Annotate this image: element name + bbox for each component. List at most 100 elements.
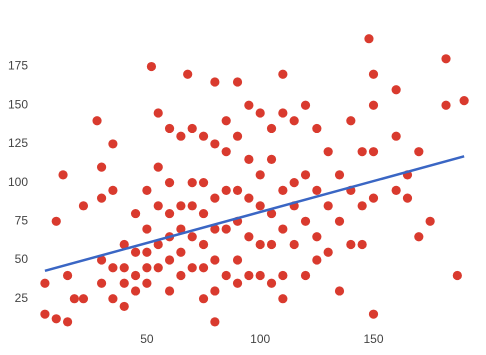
point [130,247,141,257]
trend-line [44,155,465,273]
point [255,239,265,250]
point [210,193,220,203]
point [244,100,254,110]
point [210,286,220,296]
point [334,286,345,296]
point [391,185,401,195]
point [78,201,89,211]
point [198,208,209,219]
point [289,116,299,126]
x-tick-label: 150 [363,332,383,346]
point [441,54,451,64]
point [232,77,243,87]
y-tick-label: 175 [8,59,28,73]
point [198,263,209,273]
point [289,239,299,250]
point [198,178,209,188]
point [221,270,231,281]
point [153,201,163,211]
point [368,100,379,110]
point [210,317,220,327]
y-tick-label: 150 [8,97,28,111]
point [176,131,186,141]
point [323,147,333,157]
point [58,170,68,180]
point [357,239,367,250]
point [96,255,107,265]
point [357,201,367,211]
point [187,263,197,273]
point [278,294,288,304]
point [459,95,469,106]
point [78,294,89,304]
point [266,154,277,165]
point [300,100,311,110]
point [96,193,107,203]
point [119,278,129,288]
point [278,270,288,281]
point [40,309,50,319]
x-tick-label: 50 [140,332,154,346]
point [108,263,118,273]
point [69,294,79,304]
point [164,178,175,188]
point [266,239,277,250]
point [391,131,401,141]
point [142,263,152,273]
point [153,263,163,273]
point [278,224,288,234]
point [425,216,435,226]
point [130,208,141,219]
point [334,170,345,180]
point [198,239,209,250]
point [244,270,254,281]
point [187,178,197,188]
point [96,162,107,172]
point [130,270,141,281]
point [187,232,197,242]
point [176,247,186,257]
point [142,185,152,195]
point [232,278,243,288]
point [364,34,374,44]
point [108,294,118,304]
point [266,278,277,288]
point [210,224,220,234]
point [221,185,231,195]
point [153,162,163,172]
point [232,255,243,265]
point [119,301,129,312]
y-tick-label: 125 [8,136,28,150]
point [244,193,254,203]
point [368,193,379,203]
point [414,232,424,242]
point [300,170,311,180]
point [357,147,367,157]
point [300,270,311,281]
point [278,185,288,195]
point [244,154,254,165]
point [62,270,73,281]
point [142,247,152,257]
point [62,317,73,327]
point [312,232,322,242]
y-tick-label: 50 [15,252,29,266]
point [255,170,265,180]
point [402,193,413,203]
point [210,255,220,265]
point [278,69,288,79]
point [346,239,356,250]
point [221,116,231,126]
point [176,201,186,211]
point [312,255,322,265]
point [452,270,462,281]
point [142,224,152,234]
point [119,263,129,273]
point [414,147,424,157]
point [255,201,265,211]
point [119,239,129,250]
point [164,255,175,265]
point [187,201,197,211]
point [266,208,277,219]
